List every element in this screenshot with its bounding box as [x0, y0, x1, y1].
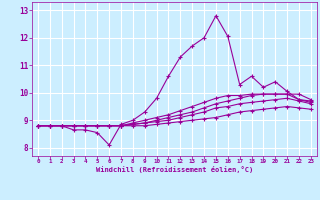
X-axis label: Windchill (Refroidissement éolien,°C): Windchill (Refroidissement éolien,°C) — [96, 166, 253, 173]
